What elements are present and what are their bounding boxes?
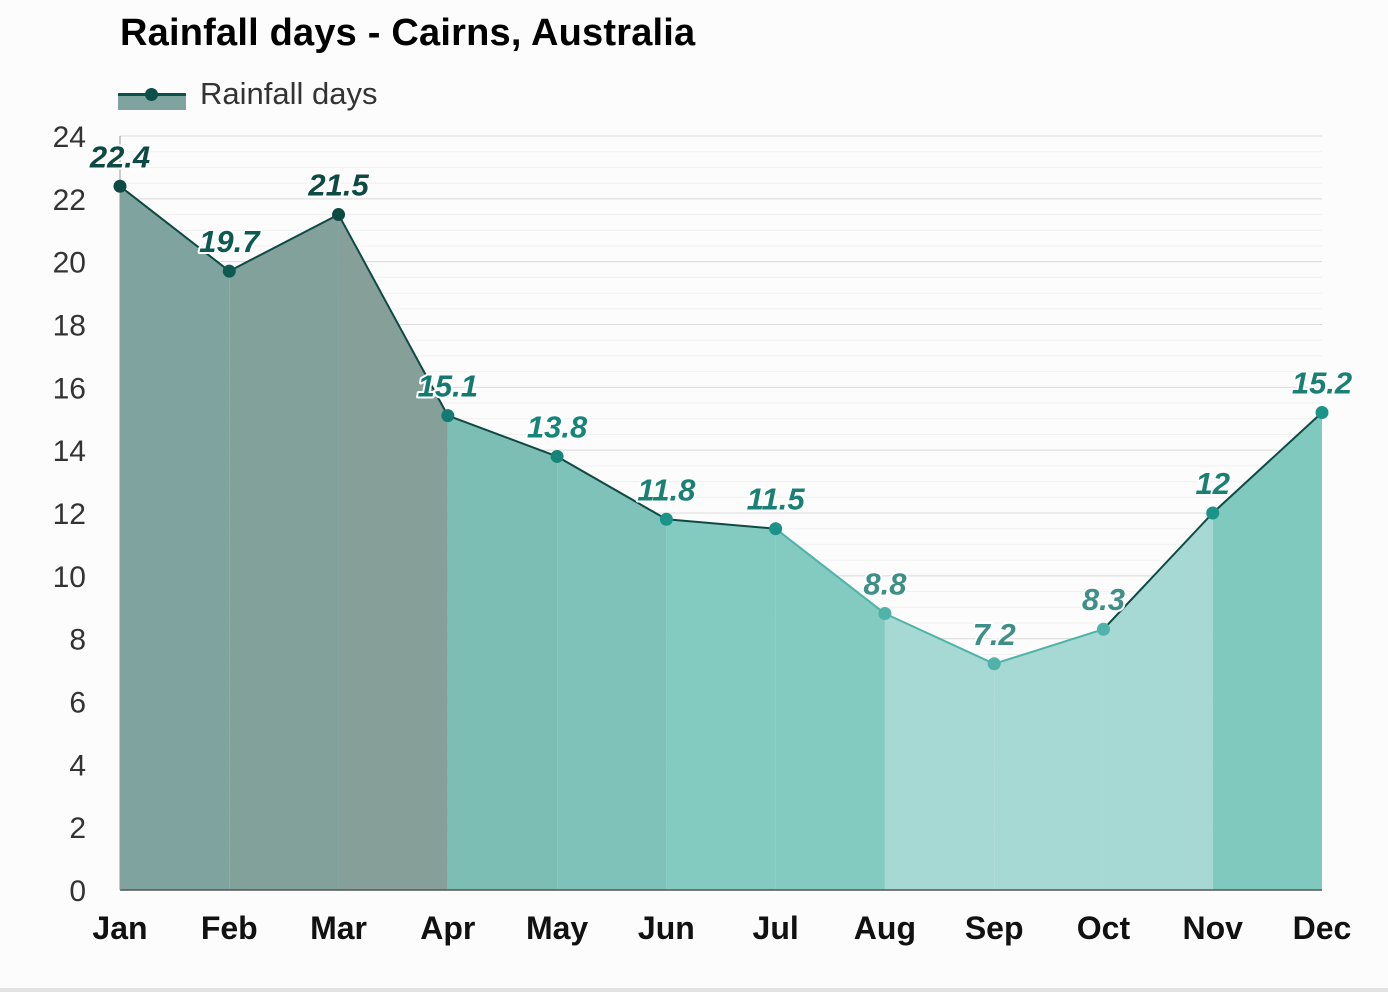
area-band: [1212, 412, 1322, 890]
data-label: 15.1: [418, 369, 478, 404]
data-point: [113, 179, 127, 193]
data-label: 21.5: [307, 168, 369, 203]
series-line-segment: [993, 628, 1104, 665]
data-label: 11.8: [637, 472, 696, 507]
x-tick-label: Jan: [92, 910, 147, 946]
area-band: [1103, 513, 1213, 890]
data-point: [1206, 506, 1220, 520]
y-tick-label: 16: [53, 372, 86, 405]
y-tick-label: 14: [53, 435, 86, 468]
data-label: 22.4: [89, 139, 150, 174]
area-band: [994, 629, 1104, 890]
y-tick-label: 10: [53, 561, 86, 594]
data-label: 12: [1195, 466, 1229, 501]
data-label: 8.8: [863, 567, 907, 602]
x-tick-label: Jun: [638, 910, 695, 946]
series-line-segment: [884, 612, 995, 665]
y-tick-label: 12: [53, 498, 86, 531]
series-line-segment: [1102, 512, 1214, 630]
y-tick-label: 18: [53, 310, 86, 343]
legend-label: Rainfall days: [200, 76, 378, 111]
x-tick-label: Aug: [854, 910, 916, 946]
y-tick-label: 20: [53, 247, 86, 280]
data-point: [1096, 622, 1110, 636]
series-line-segment: [228, 213, 340, 272]
y-tick-label: 6: [69, 687, 86, 720]
y-tick-label: 2: [69, 812, 86, 845]
series-line-segment: [447, 414, 558, 458]
y-tick-label: 0: [69, 875, 86, 908]
series-line-segment: [337, 214, 449, 417]
legend-swatch-dot: [145, 88, 158, 101]
area-band: [666, 519, 776, 890]
x-tick-label: Nov: [1183, 910, 1244, 946]
data-label: 15.2: [1292, 365, 1352, 400]
x-tick-label: Apr: [420, 910, 475, 946]
data-point: [332, 208, 346, 222]
legend-swatch-fill: [118, 94, 186, 110]
data-point: [550, 449, 564, 463]
data-label: 11.5: [747, 482, 806, 517]
chart-title: Rainfall days - Cairns, Australia: [120, 12, 696, 54]
legend[interactable]: Rainfall days: [118, 74, 377, 114]
series-line-segment: [119, 185, 230, 272]
x-tick-label: Sep: [965, 910, 1024, 946]
area-band: [229, 214, 339, 890]
series-line-segment: [666, 518, 776, 530]
data-label: 7.2: [973, 617, 1016, 652]
y-tick-label: 8: [69, 624, 86, 657]
x-tick-label: Feb: [201, 910, 258, 946]
series-line-segment: [556, 455, 667, 521]
data-point: [769, 522, 783, 536]
x-tick-label: Jul: [753, 910, 799, 946]
legend-swatch: [118, 74, 186, 114]
data-point: [987, 657, 1001, 671]
data-label: 13.8: [527, 409, 588, 444]
bottom-rule: [0, 988, 1388, 992]
y-tick-label: 4: [69, 749, 86, 782]
area-band: [447, 415, 558, 890]
area-band: [120, 186, 230, 890]
x-tick-label: Dec: [1293, 910, 1352, 946]
data-label: 19.7: [199, 224, 261, 259]
data-point: [222, 264, 236, 278]
data-point: [1315, 405, 1329, 419]
x-tick-label: May: [526, 910, 588, 946]
area-band: [884, 613, 995, 890]
area-band: [338, 214, 448, 890]
x-tick-label: Oct: [1077, 910, 1131, 946]
data-point: [659, 512, 673, 526]
y-tick-label: 24: [53, 121, 86, 154]
y-tick-label: 22: [53, 184, 86, 217]
series-line-segment: [1212, 411, 1323, 514]
data-point: [441, 409, 455, 423]
data-label: 8.3: [1082, 582, 1125, 617]
x-tick-label: Mar: [310, 910, 367, 946]
area-band: [557, 456, 667, 890]
series-line-segment: [775, 527, 886, 615]
area-band: [775, 528, 885, 890]
data-point: [878, 607, 892, 621]
